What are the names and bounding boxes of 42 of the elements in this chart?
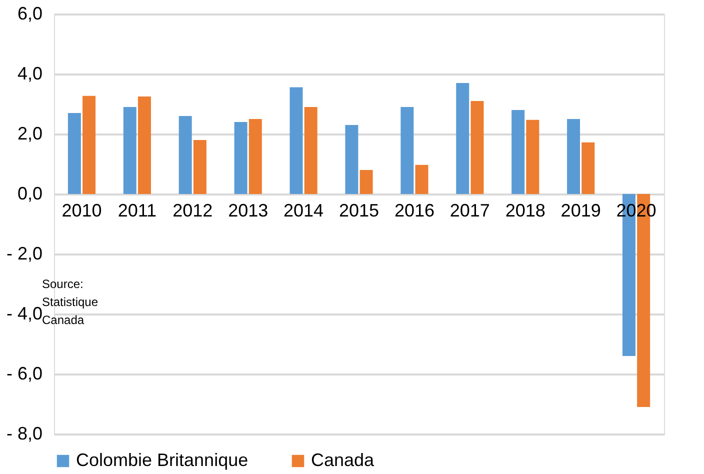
bar [178,116,192,194]
bar [456,83,470,194]
bar [248,119,262,194]
bar [290,87,303,194]
bar [526,120,540,194]
x-tick-label: 2020 [616,200,656,220]
x-tick-label: 2014 [284,200,324,220]
legend-label: Colombie Britannique [76,450,248,470]
y-tick-label: - 6,0 [6,364,42,384]
x-tick-label: 2015 [338,200,380,220]
bar [68,113,81,194]
bar [345,125,358,194]
x-tick-label: 2019 [560,200,601,220]
x-tick-label: 2017 [450,200,490,220]
bar [193,140,206,194]
y-tick-label: 4,0 [17,64,42,84]
bar [567,119,580,194]
y-tick-label: - 4,0 [6,304,42,324]
bar [400,107,414,194]
x-tick-label: 2016 [394,200,434,220]
bar [138,96,151,194]
x-tick-label: 2011 [118,200,157,220]
bar [582,142,595,194]
bar [512,110,525,194]
bar [123,107,136,194]
y-tick-label: 0,0 [17,184,42,204]
bar [304,107,318,194]
x-tick-label: 2013 [228,200,268,220]
x-tick-label: 2012 [172,200,213,220]
legend-label: Canada [311,450,376,470]
bar [415,164,428,194]
y-tick-label: 2,0 [17,124,42,144]
y-tick-label: 6,0 [17,4,42,24]
annotation: Source: Statistique Canada [42,277,98,327]
x-tick-label: 2010 [62,200,102,220]
bar [360,170,373,194]
bar [234,122,248,194]
y-tick-label: - 8,0 [6,424,42,444]
bar [82,96,96,194]
y-tick-label: - 2,0 [6,244,42,264]
bar [470,101,484,194]
x-tick-label: 2018 [505,200,546,220]
